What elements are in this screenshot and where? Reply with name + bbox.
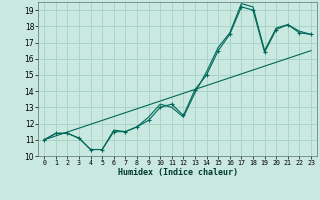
X-axis label: Humidex (Indice chaleur): Humidex (Indice chaleur) [118, 168, 238, 177]
